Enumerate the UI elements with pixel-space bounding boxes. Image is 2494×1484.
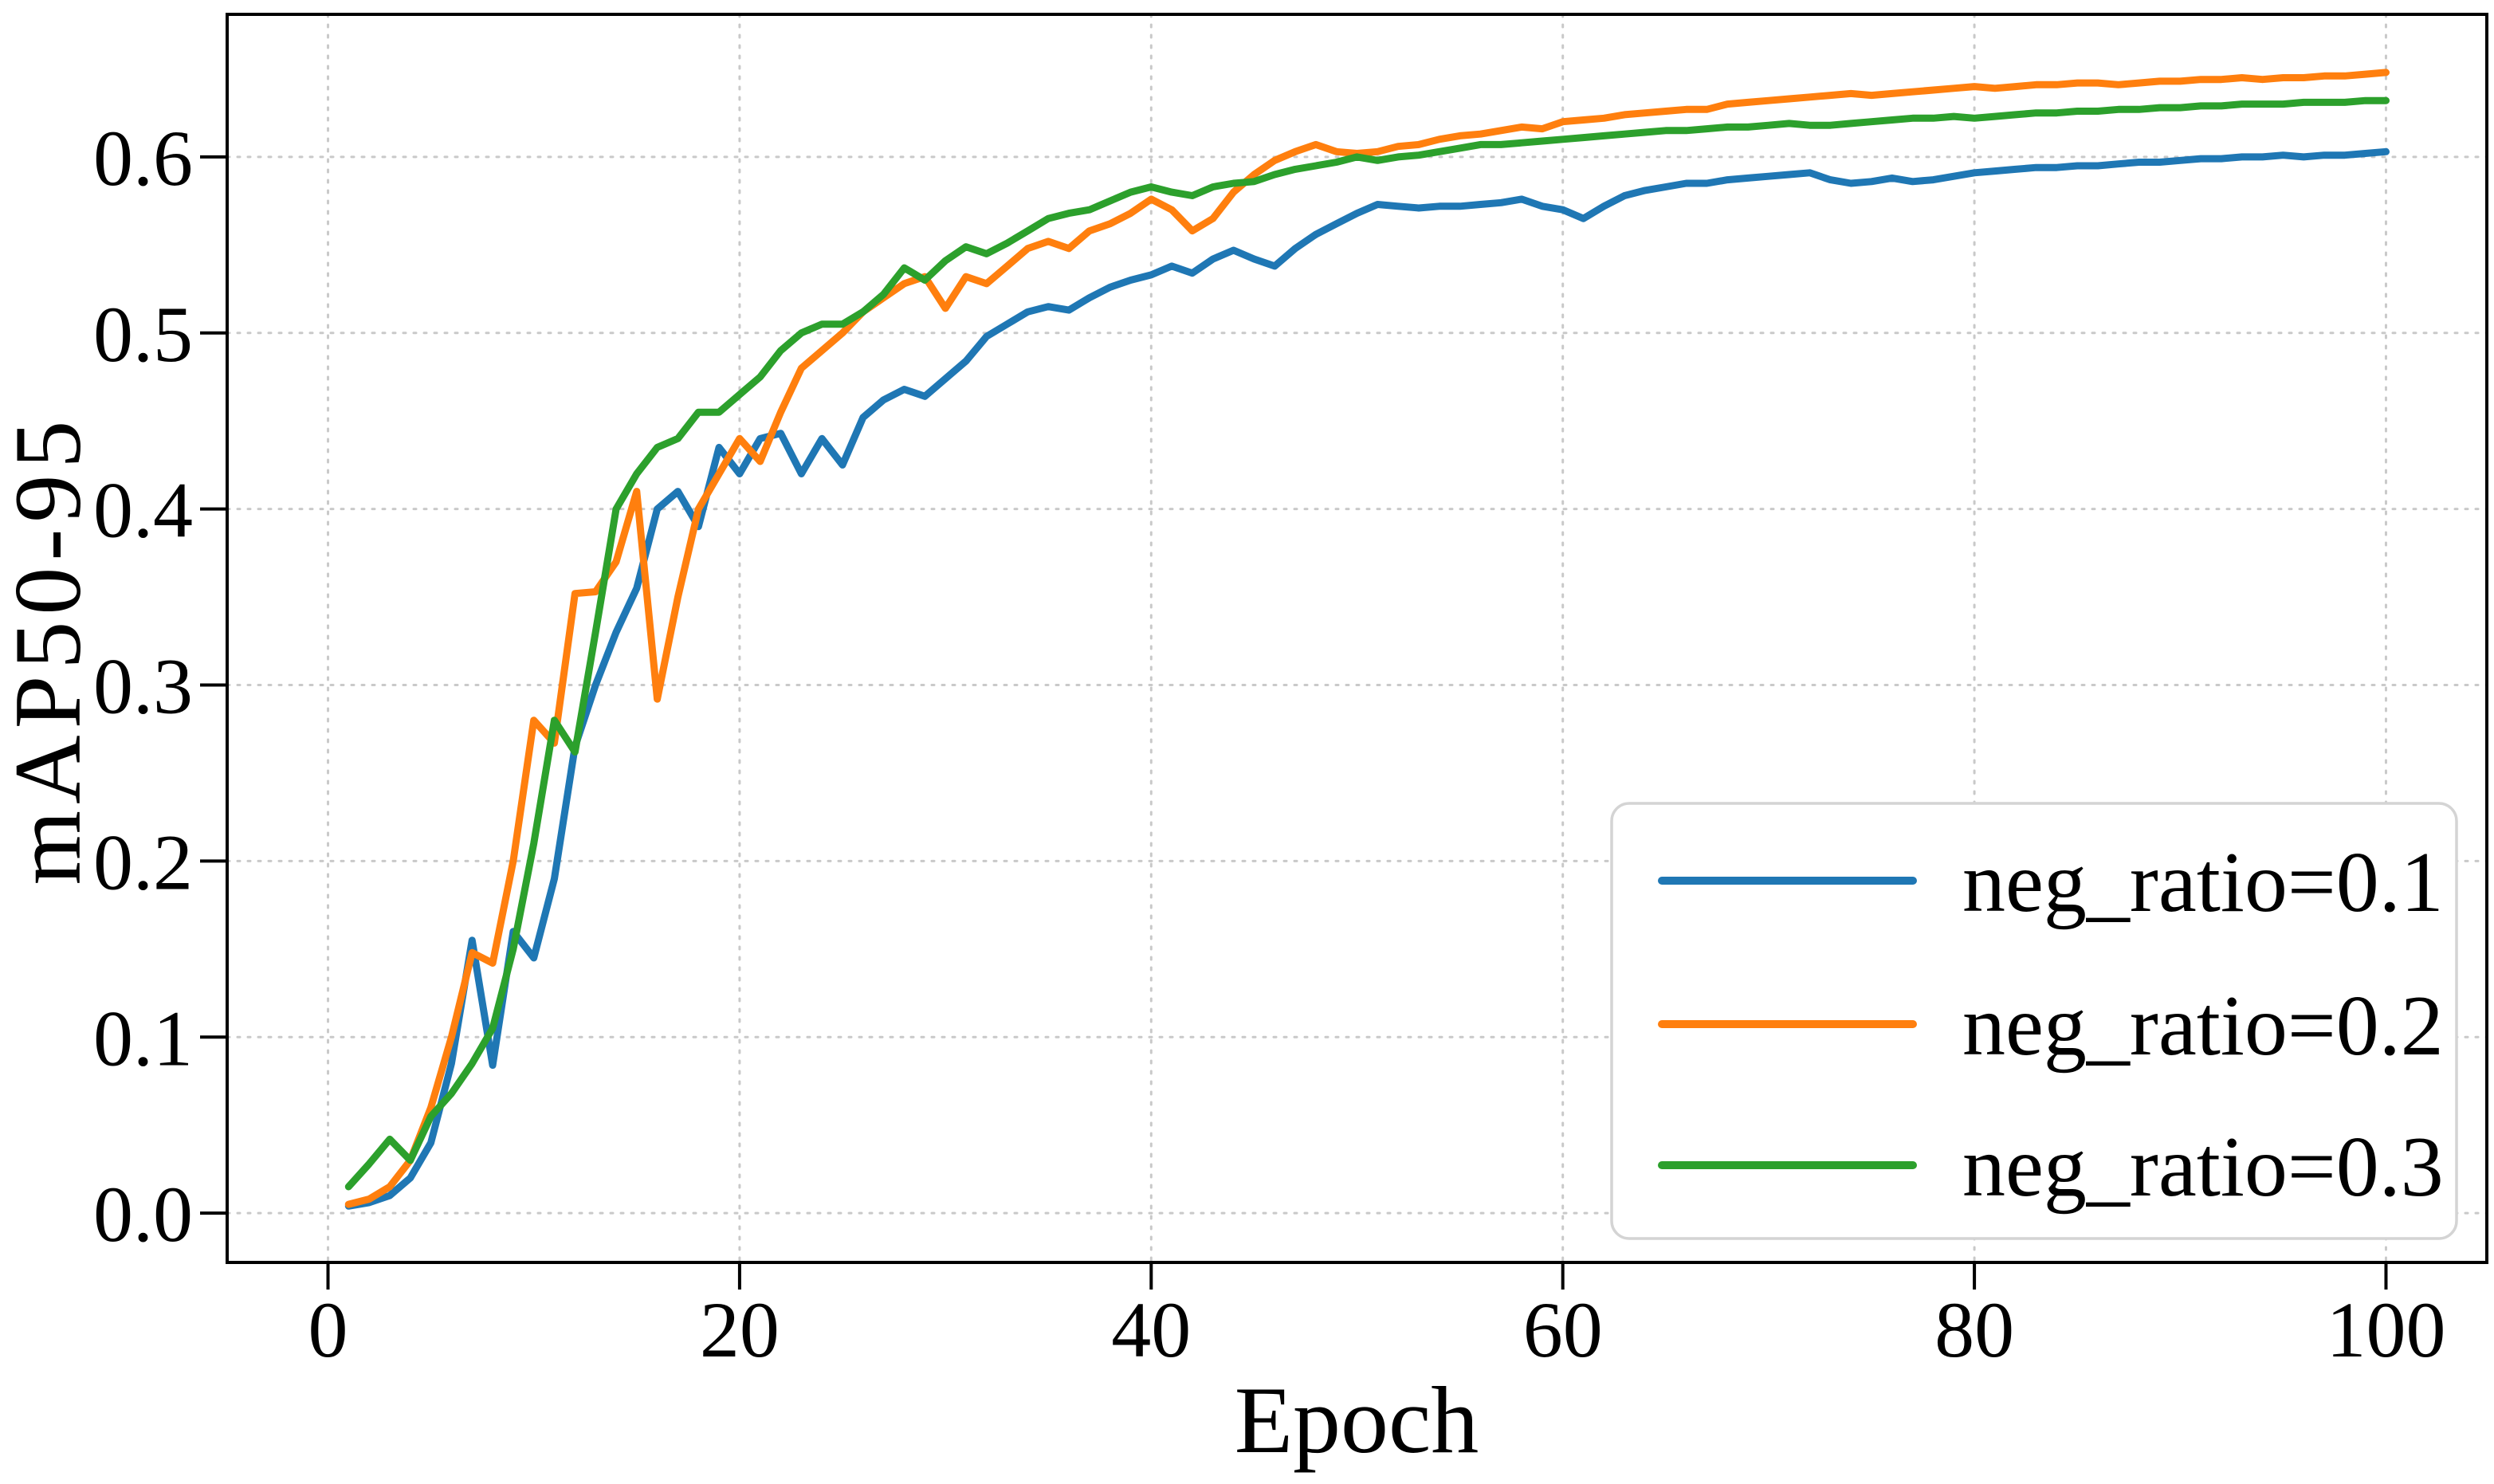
y-tick-label: 0.2 xyxy=(93,818,193,906)
y-tick-label: 0.3 xyxy=(93,642,193,731)
legend-box xyxy=(1610,802,2458,1240)
tick-labels: 0 20 40 60 80 100 0.0 0.1 0.2 0.3 0.4 0.5 0.6 xyxy=(93,114,2445,1374)
y-tick-label: 0.5 xyxy=(93,290,193,379)
legend: neg_ratio=0.1 neg_ratio=0.2 neg_ratio=0.3 xyxy=(1610,802,2458,1240)
y-axis-label: mAP50-95 xyxy=(0,414,100,885)
x-tick-label: 100 xyxy=(2326,1286,2445,1374)
x-tick-label: 80 xyxy=(1934,1286,2014,1374)
legend-label: neg_ratio=0.3 xyxy=(1962,1120,2444,1215)
x-tick-label: 20 xyxy=(700,1286,780,1374)
x-axis-label: Epoch xyxy=(1235,1367,1479,1473)
y-tick-label: 0.4 xyxy=(93,466,193,555)
plot-border xyxy=(226,13,2488,1264)
series-line-neg_ratio=0.3 xyxy=(344,96,2390,1191)
y-tick-label: 0.1 xyxy=(93,994,193,1082)
x-tick-label: 60 xyxy=(1523,1286,1603,1374)
x-tick-label: 0 xyxy=(308,1286,348,1374)
y-tick-label: 0.0 xyxy=(93,1170,193,1258)
axis-ticks xyxy=(200,155,2388,1290)
legend-label: neg_ratio=0.1 xyxy=(1962,835,2444,930)
x-tick-label: 40 xyxy=(1111,1286,1191,1374)
y-tick-label: 0.6 xyxy=(93,114,193,202)
legend-label: neg_ratio=0.2 xyxy=(1962,979,2444,1074)
series-line-neg_ratio=0.2 xyxy=(344,69,2390,1208)
data-series xyxy=(344,69,2390,1210)
series-line-neg_ratio=0.1 xyxy=(344,147,2390,1210)
